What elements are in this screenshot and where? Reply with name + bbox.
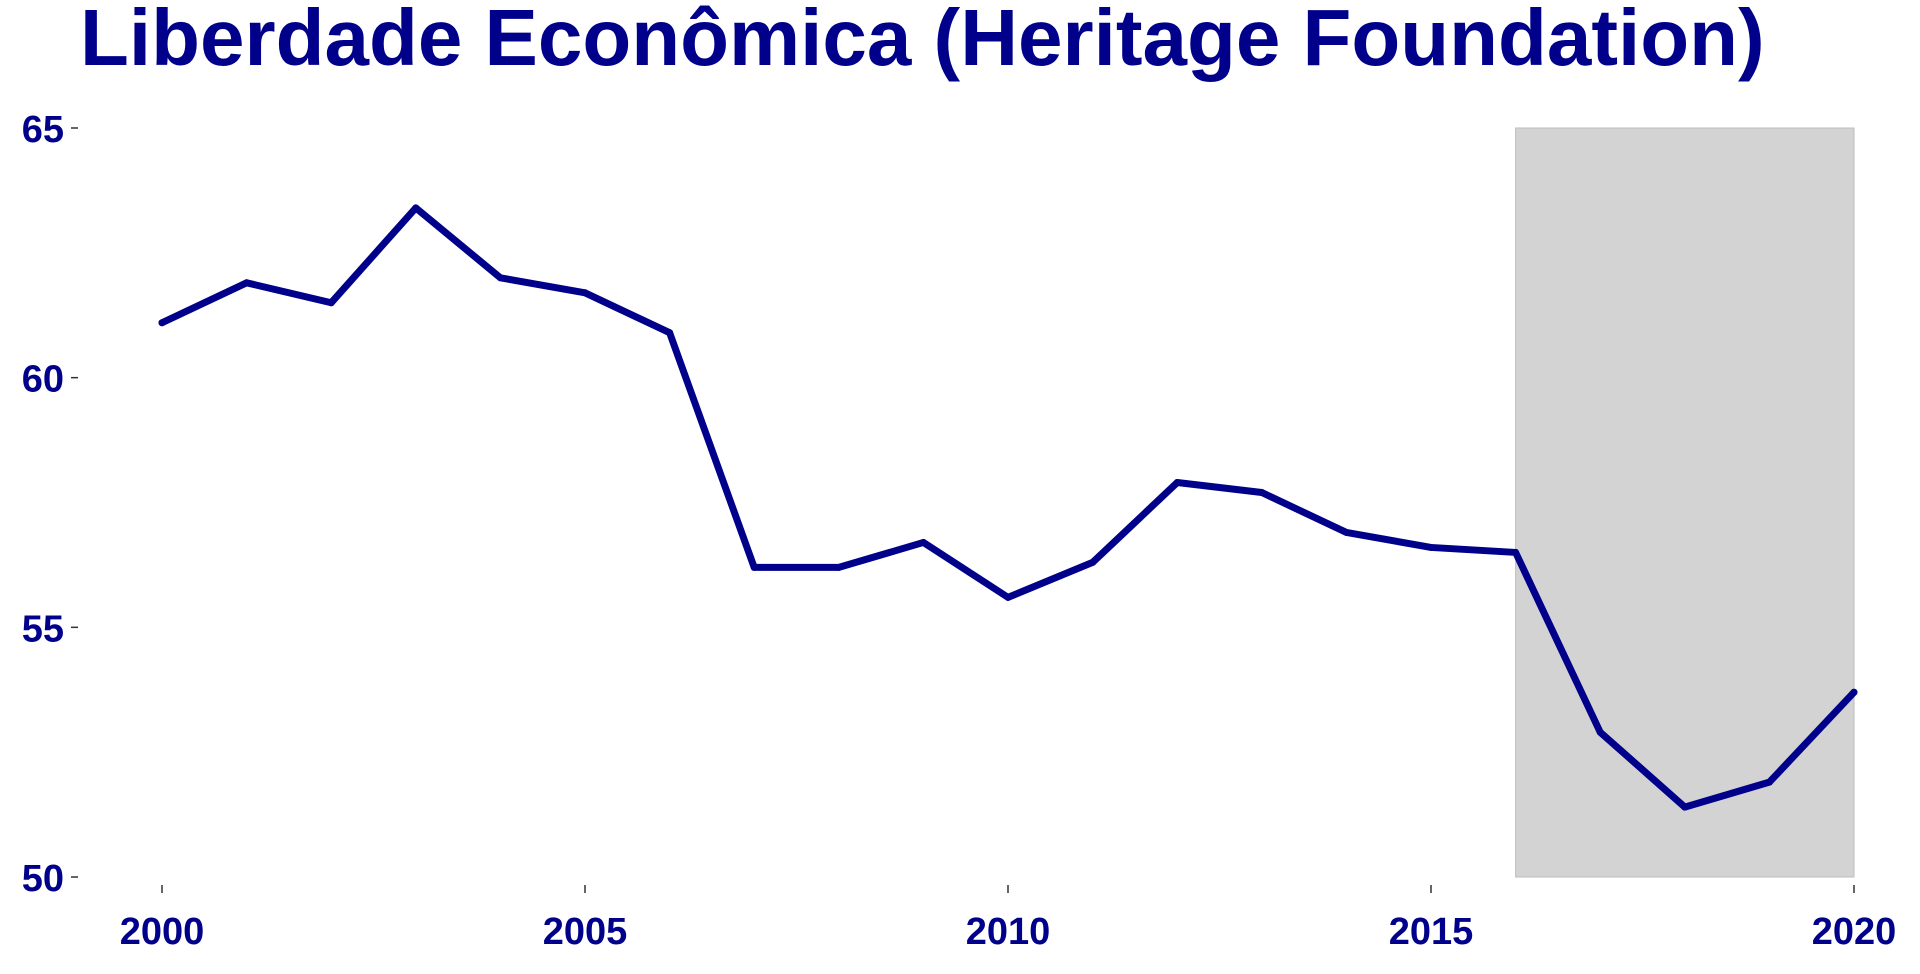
data-point-2003 (412, 204, 420, 212)
y-tick-label-55: 55 (22, 608, 64, 650)
data-point-2019 (1765, 778, 1773, 786)
data-point-2012 (1173, 479, 1181, 487)
y-tick-label-60: 60 (22, 359, 64, 401)
data-point-2000 (158, 319, 166, 327)
y-tick-label-50: 50 (22, 858, 64, 900)
axis-layer: 50 55 60 65 2000 2005 2010 2015 2020 (22, 109, 1897, 953)
data-point-2002 (327, 299, 335, 307)
data-point-2014 (1342, 528, 1350, 536)
data-point-2013 (1258, 489, 1266, 497)
data-point-2010 (1004, 593, 1012, 601)
x-tick-label-2000: 2000 (120, 911, 205, 953)
data-point-2018 (1681, 803, 1689, 811)
series-layer (158, 204, 1858, 811)
data-point-2017 (1596, 728, 1604, 736)
data-point-2006 (666, 329, 674, 337)
x-tick-label-2020: 2020 (1812, 911, 1897, 953)
y-tick-label-65: 65 (22, 109, 64, 151)
data-point-2007 (750, 563, 758, 571)
data-point-2016 (1512, 548, 1520, 556)
data-point-2009 (919, 538, 927, 546)
data-point-2005 (581, 289, 589, 297)
data-point-2015 (1427, 543, 1435, 551)
x-tick-label-2010: 2010 (966, 911, 1051, 953)
data-point-2008 (835, 563, 843, 571)
data-point-2020 (1850, 688, 1858, 696)
x-tick-label-2015: 2015 (1389, 911, 1474, 953)
data-point-2004 (496, 274, 504, 282)
data-point-2011 (1089, 558, 1097, 566)
shaded-region-layer (1515, 127, 1855, 878)
shaded-region (1515, 127, 1855, 878)
data-point-2001 (243, 279, 251, 287)
chart-title: Liberdade Econômica (Heritage Foundation… (80, 0, 1765, 82)
x-tick-label-2005: 2005 (543, 911, 628, 953)
